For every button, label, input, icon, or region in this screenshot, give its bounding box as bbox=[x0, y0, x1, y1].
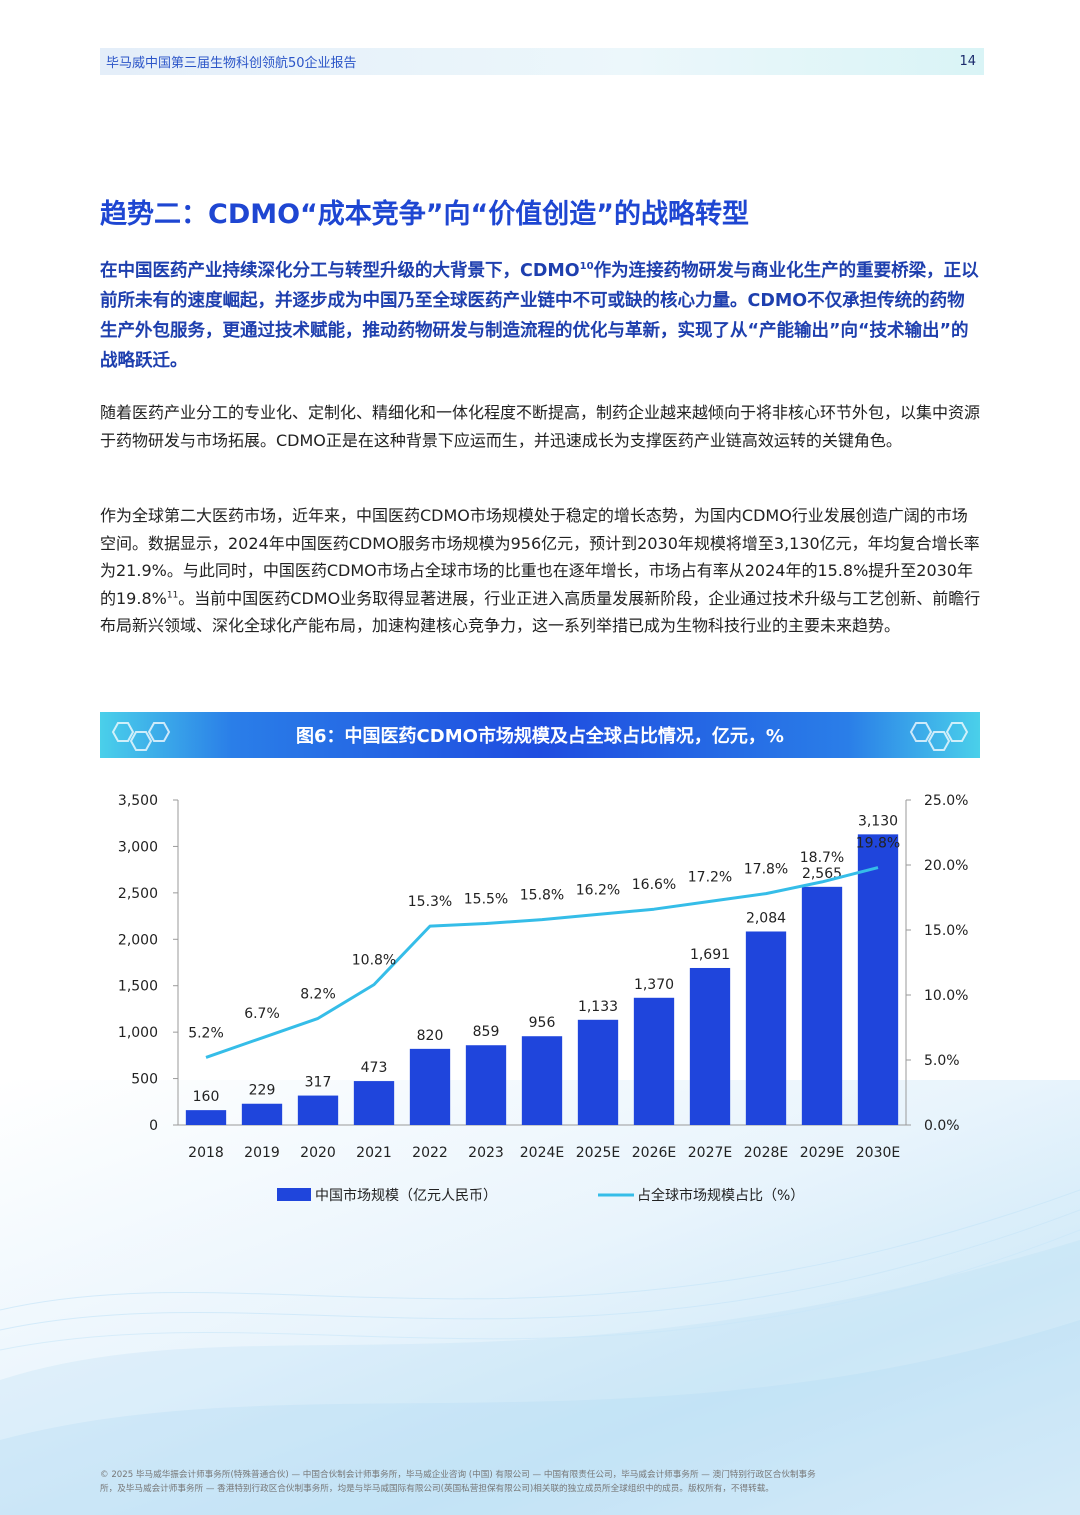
legend-swatch-bar bbox=[277, 1188, 311, 1201]
x-axis-tick-label: 2022 bbox=[412, 1145, 448, 1161]
left-axis-tick-label: 1,000 bbox=[118, 1025, 158, 1041]
x-axis-tick-label: 2023 bbox=[468, 1145, 504, 1161]
left-axis-tick-label: 2,500 bbox=[118, 886, 158, 902]
bar bbox=[521, 1036, 563, 1125]
bar-value-label: 1,370 bbox=[634, 977, 674, 993]
line-value-label: 8.2% bbox=[300, 986, 336, 1002]
bar-value-label: 1,691 bbox=[690, 947, 730, 963]
bar-value-label: 1,133 bbox=[578, 999, 618, 1015]
line-value-label: 18.7% bbox=[800, 850, 844, 866]
bar-value-label: 820 bbox=[417, 1028, 444, 1044]
cdmo-market-chart: 0 500 1,000 1,500 2,000 2,500 3,000 3,500 0.0% 5.… bbox=[118, 793, 969, 1204]
footer-line-1: © 2025 毕马威华振会计师事务所(特殊普通合伙) — 中国合伙制会计师事务所… bbox=[100, 1470, 816, 1480]
body-paragraph-1: 随着医药产业分工的专业化、定制化、精细化和一体化程度不断提高，制药企业越来越倾向… bbox=[100, 403, 981, 450]
para2-text-1: 作为全球第二大医药市场，近年来，中国医药CDMO市场规模处于稳定的增长态势，为国… bbox=[100, 506, 980, 608]
x-axis-tick-label: 2021 bbox=[356, 1145, 392, 1161]
line-value-label: 15.3% bbox=[408, 894, 452, 910]
footer-line-2: 所，及毕马威会计师事务所 — 香港特别行政区合伙制事务所，均是与毕马威国际有限公… bbox=[100, 1484, 774, 1494]
bar-value-label: 229 bbox=[249, 1083, 276, 1099]
header-bar: 毕马威中国第三届生物科创领航50企业报告 14 bbox=[100, 48, 984, 75]
footnote-ref-11[interactable]: 11 bbox=[166, 590, 179, 601]
lead-paragraph: 在中国医药产业持续深化分工与转型升级的大背景下，CDMO10作为连接药物研发与商… bbox=[100, 256, 980, 376]
x-axis-tick-label: 2019 bbox=[244, 1145, 280, 1161]
bar bbox=[633, 997, 675, 1125]
line-value-label: 15.5% bbox=[464, 892, 508, 908]
bar-value-label: 317 bbox=[305, 1075, 332, 1091]
left-axis-tick-label: 3,500 bbox=[118, 793, 158, 809]
bar-value-label: 473 bbox=[361, 1060, 388, 1076]
body-paragraph-2: 作为全球第二大医药市场，近年来，中国医药CDMO市场规模处于稳定的增长态势，为国… bbox=[100, 502, 982, 640]
bar bbox=[577, 1019, 619, 1125]
line-value-label: 16.2% bbox=[576, 882, 620, 898]
hexagon-pattern-icon bbox=[111, 722, 171, 751]
copyright-footer: © 2025 毕马威华振会计师事务所(特殊普通合伙) — 中国合伙制会计师事务所… bbox=[100, 1468, 985, 1496]
left-axis-tick-label: 500 bbox=[131, 1072, 158, 1088]
x-axis-tick-label: 2030E bbox=[856, 1145, 900, 1161]
bar bbox=[297, 1095, 339, 1125]
left-axis-tick-label: 3,000 bbox=[118, 839, 158, 855]
right-axis-tick-label: 10.0% bbox=[924, 988, 968, 1004]
right-axis-tick-label: 25.0% bbox=[924, 793, 968, 809]
legend-label-line: 占全球市场规模占比（%） bbox=[637, 1187, 804, 1204]
line-value-label: 17.2% bbox=[688, 869, 732, 885]
x-axis-tick-label: 2027E bbox=[688, 1145, 732, 1161]
bar bbox=[353, 1081, 395, 1125]
bar bbox=[241, 1103, 283, 1125]
right-axis-tick-label: 5.0% bbox=[924, 1053, 960, 1069]
lead-text-2: 作为连接药物研发与商业化生产的重要桥梁，正以前所未有的速度崛起，并逐步成为中国乃… bbox=[100, 261, 979, 371]
section-title: 趋势二：CDMO“成本竞争”向“价值创造”的战略转型 bbox=[100, 199, 750, 230]
line-value-label: 16.6% bbox=[632, 877, 676, 893]
lead-text-1: 在中国医药产业持续深化分工与转型升级的大背景下，CDMO bbox=[100, 261, 580, 281]
bar-value-label: 2,084 bbox=[746, 910, 786, 926]
x-axis-tick-label: 2018 bbox=[188, 1145, 224, 1161]
figure-title-banner: 图6：中国医药CDMO市场规模及占全球占比情况，亿元，% bbox=[100, 712, 980, 758]
right-axis-tick-label: 20.0% bbox=[924, 858, 968, 874]
legend-label-bar: 中国市场规模（亿元人民币） bbox=[315, 1187, 497, 1204]
line-value-label: 10.8% bbox=[352, 953, 396, 969]
x-axis-tick-label: 2024E bbox=[520, 1145, 564, 1161]
para2-text-2: 。当前中国医药CDMO业务取得显著进展，行业正进入高质量发展新阶段，企业通过技术… bbox=[100, 588, 981, 636]
bar-value-label: 3,130 bbox=[858, 813, 898, 829]
bar bbox=[689, 967, 731, 1125]
line-value-label: 17.8% bbox=[744, 862, 788, 878]
footnote-ref-10[interactable]: 10 bbox=[579, 261, 594, 273]
bar-value-label: 956 bbox=[529, 1015, 556, 1031]
bar-value-label: 859 bbox=[473, 1024, 500, 1040]
line-value-label: 5.2% bbox=[188, 1025, 224, 1041]
line-value-label: 6.7% bbox=[244, 1006, 280, 1022]
hexagon-pattern-icon bbox=[909, 722, 969, 751]
bar bbox=[857, 834, 899, 1125]
report-title: 毕马威中国第三届生物科创领航50企业报告 bbox=[106, 56, 357, 71]
bar-value-label: 160 bbox=[193, 1089, 220, 1105]
right-axis-tick-label: 0.0% bbox=[924, 1118, 960, 1134]
x-axis-tick-label: 2029E bbox=[800, 1145, 844, 1161]
right-axis-tick-label: 15.0% bbox=[924, 923, 968, 939]
left-axis-tick-label: 1,500 bbox=[118, 979, 158, 995]
figure-title: 图6：中国医药CDMO市场规模及占全球占比情况，亿元，% bbox=[296, 726, 784, 747]
bar bbox=[465, 1045, 507, 1125]
bar bbox=[185, 1110, 227, 1125]
line-value-label: 15.8% bbox=[520, 888, 564, 904]
x-axis-tick-label: 2026E bbox=[632, 1145, 676, 1161]
left-axis-tick-label: 0 bbox=[149, 1118, 158, 1134]
bar bbox=[801, 886, 843, 1125]
line-value-label: 19.8% bbox=[856, 836, 900, 852]
page-number: 14 bbox=[959, 54, 976, 69]
x-axis-tick-label: 2020 bbox=[300, 1145, 336, 1161]
left-axis-tick-label: 2,000 bbox=[118, 932, 158, 948]
bar bbox=[745, 931, 787, 1125]
x-axis-tick-label: 2025E bbox=[576, 1145, 620, 1161]
bar bbox=[409, 1048, 451, 1125]
x-axis-tick-label: 2028E bbox=[744, 1145, 788, 1161]
share-line bbox=[205, 866, 879, 1059]
